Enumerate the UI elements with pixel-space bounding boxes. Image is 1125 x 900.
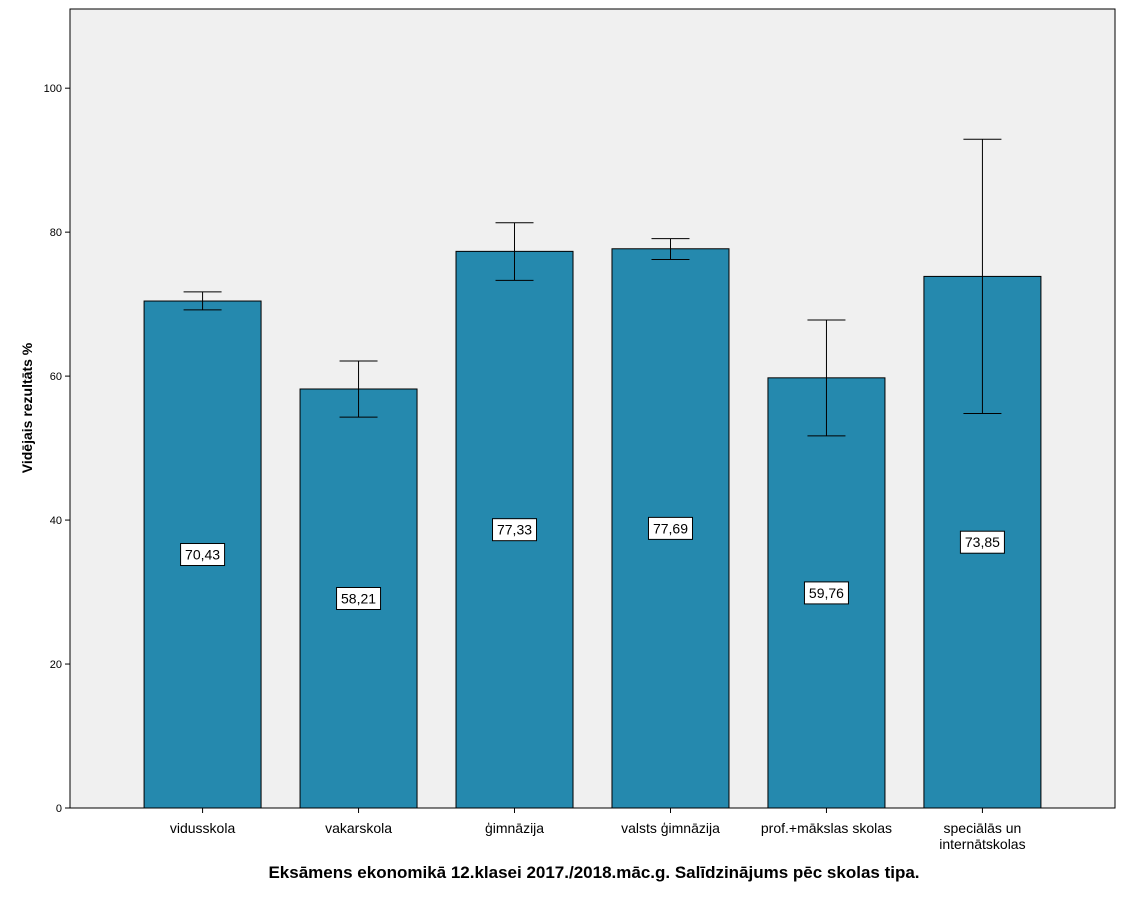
category-label: speciālās un xyxy=(944,820,1022,836)
category-label: vidusskola xyxy=(170,820,236,836)
value-label-box xyxy=(803,581,849,605)
value-label: 73,85 xyxy=(965,534,1000,550)
value-label-box xyxy=(336,586,382,610)
category-label: prof.+mākslas skolas xyxy=(761,820,892,836)
y-tick-label: 100 xyxy=(44,83,62,95)
value-label-box xyxy=(647,516,693,540)
value-label: 77,33 xyxy=(497,522,532,538)
value-label: 70,43 xyxy=(185,547,220,563)
value-label: 77,69 xyxy=(653,520,688,536)
y-axis-ticks: 0 20 40 60 80 100 xyxy=(44,83,70,815)
category-label: ģimnāzija xyxy=(485,820,544,836)
y-tick-label: 0 xyxy=(56,803,62,815)
value-label-box xyxy=(180,543,226,567)
y-tick-label: 40 xyxy=(50,515,62,527)
value-label: 59,76 xyxy=(809,585,844,601)
value-label-box xyxy=(492,518,538,542)
category-label: valsts ģimnāzija xyxy=(621,820,720,836)
category-label: internātskolas xyxy=(939,836,1025,852)
y-axis-title: Vidējais rezultāts % xyxy=(19,342,35,473)
chart-title: Eksāmens ekonomikā 12.klasei 2017./2018.… xyxy=(268,863,919,882)
value-label: 58,21 xyxy=(341,590,376,606)
category-labels: vidusskola vakarskola ģimnāzija valsts ģimn… xyxy=(170,808,1026,852)
y-tick-label: 60 xyxy=(50,371,62,383)
category-label: vakarskola xyxy=(325,820,392,836)
error-bars xyxy=(183,138,1002,437)
value-labels: 70,43 58,21 77,33 77,69 59,76 73,85 xyxy=(180,516,1005,610)
y-tick-label: 20 xyxy=(50,659,62,671)
y-tick-label: 80 xyxy=(50,227,62,239)
value-label-box xyxy=(959,530,1005,554)
